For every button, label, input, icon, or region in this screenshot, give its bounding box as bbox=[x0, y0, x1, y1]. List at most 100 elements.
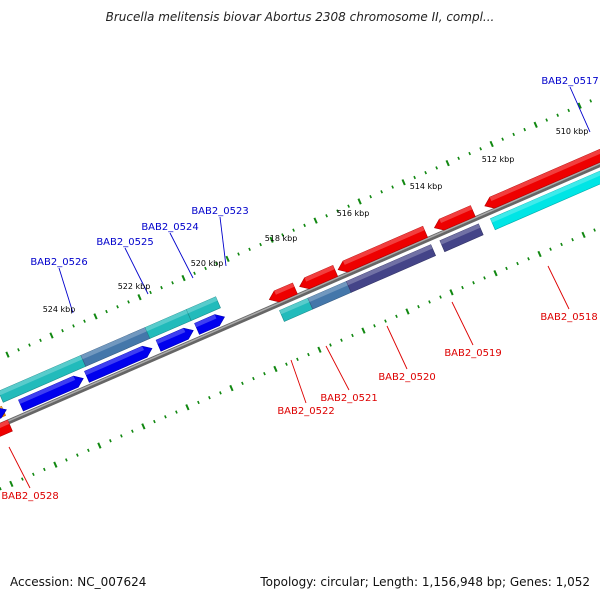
gene-callout[interactable]: BAB2_0522 bbox=[277, 359, 335, 417]
inner-minor-tick bbox=[527, 257, 530, 261]
inner-minor-tick bbox=[175, 410, 178, 414]
outer-minor-tick bbox=[567, 108, 571, 113]
outer-major-tick bbox=[137, 294, 142, 301]
outer-minor-tick bbox=[83, 319, 86, 323]
outer-minor-tick bbox=[457, 156, 460, 161]
inner-minor-tick bbox=[120, 434, 123, 438]
inner-major-tick bbox=[581, 231, 586, 239]
gene-feature-cyan bbox=[186, 296, 221, 321]
tick-label: 512 kbp bbox=[482, 155, 515, 164]
callout-line bbox=[58, 267, 74, 314]
inner-minor-tick bbox=[263, 372, 266, 376]
tick-label: 514 kbp bbox=[410, 182, 443, 191]
outer-major-tick bbox=[577, 102, 582, 109]
outer-major-tick bbox=[5, 351, 10, 358]
gene-callout[interactable]: BAB2_0523 bbox=[191, 206, 249, 267]
callout-line bbox=[547, 265, 570, 310]
inner-major-tick bbox=[141, 423, 146, 430]
gene-callout[interactable]: BAB2_0526 bbox=[30, 257, 88, 314]
gene-callouts: BAB2_0517 BAB2_0523 BAB2_0524 BAB2_0525 BAB2… bbox=[1, 76, 598, 502]
gene-callout[interactable]: BAB2_0524 bbox=[141, 222, 199, 279]
tick-label: 516 kbp bbox=[337, 209, 370, 218]
outer-tick-ring bbox=[5, 99, 593, 358]
gene-label[interactable]: BAB2_0528 bbox=[1, 491, 58, 502]
outer-minor-tick bbox=[589, 99, 593, 103]
accession-label: Accession: NC_007624 bbox=[10, 575, 147, 589]
outer-minor-tick bbox=[193, 271, 196, 275]
inner-minor-tick bbox=[461, 285, 464, 290]
inner-minor-tick bbox=[43, 467, 46, 472]
gene-callout[interactable]: BAB2_0517 bbox=[541, 76, 599, 133]
gene-callout[interactable]: BAB2_0518 bbox=[540, 265, 598, 323]
inner-minor-tick bbox=[571, 237, 574, 242]
outer-major-tick bbox=[93, 313, 98, 320]
outer-major-tick bbox=[225, 255, 230, 263]
outer-minor-tick bbox=[556, 113, 560, 117]
outer-minor-tick bbox=[171, 281, 174, 285]
outer-minor-tick bbox=[204, 266, 207, 271]
gene-label[interactable]: BAB2_0525 bbox=[96, 237, 153, 248]
inner-minor-tick bbox=[0, 486, 2, 491]
inner-major-tick bbox=[273, 365, 278, 373]
inner-minor-tick bbox=[285, 362, 288, 366]
inner-major-tick bbox=[405, 308, 410, 315]
inner-minor-tick bbox=[373, 324, 376, 328]
gene-callout[interactable]: BAB2_0520 bbox=[378, 325, 436, 383]
gene-label[interactable]: BAB2_0526 bbox=[30, 257, 87, 268]
outer-minor-tick bbox=[512, 132, 516, 137]
inner-major-tick bbox=[185, 404, 190, 411]
outer-minor-tick bbox=[61, 329, 64, 333]
callout-line bbox=[451, 301, 474, 346]
gene-label[interactable]: BAB2_0518 bbox=[540, 312, 597, 323]
outer-major-tick bbox=[269, 236, 274, 243]
gene-features bbox=[0, 148, 600, 437]
inner-tick-ring bbox=[0, 228, 596, 491]
outer-minor-tick bbox=[149, 290, 152, 295]
gene-label[interactable]: BAB2_0520 bbox=[378, 372, 435, 383]
inner-minor-tick bbox=[505, 266, 508, 271]
inner-minor-tick bbox=[329, 343, 332, 347]
gene-label[interactable]: BAB2_0521 bbox=[320, 393, 377, 404]
gene-label[interactable]: BAB2_0523 bbox=[191, 206, 248, 217]
inner-minor-tick bbox=[439, 295, 442, 299]
outer-minor-tick bbox=[259, 242, 262, 247]
topology-summary: Topology: circular; Length: 1,156,948 bp… bbox=[260, 575, 590, 589]
inner-minor-tick bbox=[472, 281, 475, 285]
gene-callout[interactable]: BAB2_0525 bbox=[96, 237, 154, 295]
inner-minor-tick bbox=[252, 376, 255, 381]
gene-feature-red bbox=[433, 205, 476, 231]
outer-minor-tick bbox=[501, 137, 505, 141]
inner-minor-tick bbox=[384, 319, 387, 323]
outer-major-tick bbox=[181, 274, 186, 282]
inner-minor-tick bbox=[131, 429, 134, 433]
gene-feature-slate bbox=[439, 223, 484, 253]
inner-major-tick bbox=[493, 270, 498, 277]
callout-line bbox=[169, 232, 194, 279]
inner-major-tick bbox=[229, 384, 234, 392]
gene-feature-slate bbox=[346, 244, 436, 293]
outer-minor-tick bbox=[380, 190, 383, 194]
inner-minor-tick bbox=[593, 228, 596, 232]
outer-minor-tick bbox=[325, 214, 328, 218]
outer-minor-tick bbox=[303, 223, 306, 228]
outer-minor-tick bbox=[127, 300, 130, 304]
gene-callout[interactable]: BAB2_0521 bbox=[320, 345, 378, 404]
outer-minor-tick bbox=[17, 348, 20, 352]
inner-major-tick bbox=[449, 289, 454, 296]
inner-major-tick bbox=[9, 480, 14, 487]
gene-label[interactable]: BAB2_0524 bbox=[141, 222, 198, 233]
gene-callout[interactable]: BAB2_0528 bbox=[1, 446, 59, 502]
outer-minor-tick bbox=[116, 305, 119, 309]
outer-major-tick bbox=[445, 159, 450, 167]
outer-major-tick bbox=[313, 217, 318, 224]
callout-line bbox=[290, 359, 307, 404]
gene-feature-red bbox=[0, 419, 13, 437]
gene-feature-red bbox=[299, 265, 339, 290]
gene-label[interactable]: BAB2_0522 bbox=[277, 406, 334, 417]
backbone-line bbox=[0, 161, 600, 429]
inner-major-tick bbox=[53, 461, 58, 468]
gene-label[interactable]: BAB2_0519 bbox=[444, 348, 501, 359]
outer-minor-tick bbox=[248, 247, 251, 252]
gene-label[interactable]: BAB2_0517 bbox=[541, 76, 598, 87]
gene-callout[interactable]: BAB2_0519 bbox=[444, 301, 502, 359]
